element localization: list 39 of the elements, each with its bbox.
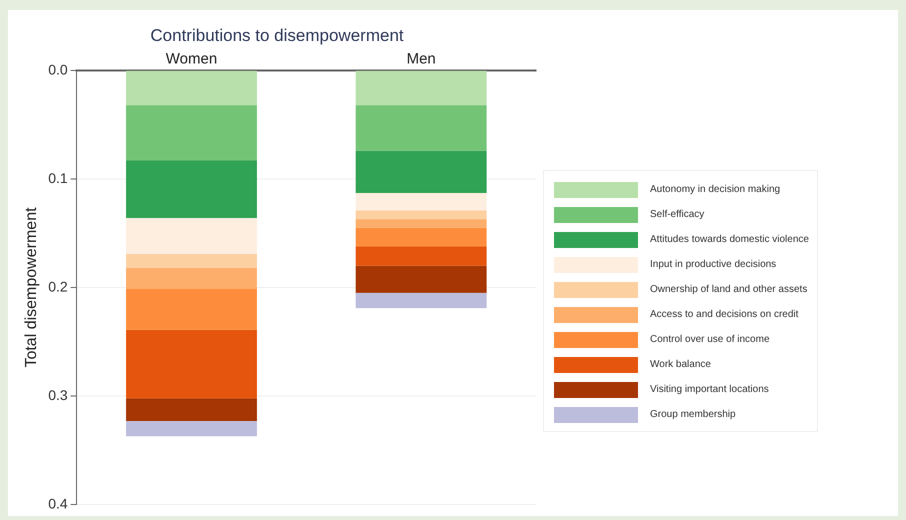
bar [126, 330, 257, 398]
y-tick-label: 0.0 [48, 61, 68, 78]
bar [356, 70, 487, 106]
x-tick-label: Women [166, 50, 218, 68]
text: Ownership of land and other assets [650, 284, 808, 295]
bar [126, 268, 257, 289]
text: Attitudes towards domestic violence [650, 234, 809, 245]
text: Autonomy in decision making [650, 184, 780, 195]
text: Visiting important locations [650, 384, 769, 395]
y-axis-title: Total disempowerment [23, 206, 40, 368]
bar [126, 105, 257, 160]
bar [126, 160, 257, 218]
text: Control over use of income [650, 334, 770, 345]
y-tick-label: 0.1 [48, 170, 68, 186]
bar [356, 150, 487, 194]
bar [126, 398, 257, 422]
bar [126, 288, 257, 330]
bar [356, 210, 487, 220]
bar [356, 105, 487, 151]
bar [126, 70, 257, 106]
text: Access to and decisions on credit [650, 309, 798, 320]
bar [356, 219, 487, 228]
bar [356, 292, 487, 308]
bar [126, 254, 257, 268]
bar [126, 218, 257, 254]
y-tick-label: 0.3 [48, 386, 68, 403]
chart-title: Contributions to disempowerment [150, 26, 404, 45]
bar [356, 193, 487, 210]
text: Self-efficacy [650, 209, 704, 220]
x-tick-label: Men [406, 50, 436, 68]
bar [356, 266, 487, 293]
text: Input in productive decisions [650, 259, 776, 270]
text: Group membership [650, 409, 736, 420]
bar [356, 246, 487, 266]
bar [356, 228, 487, 246]
bar [126, 421, 257, 436]
y-tick-label: 0.4 [48, 495, 68, 512]
y-tick-label: 0.2 [48, 278, 68, 294]
text: Work balance [650, 359, 711, 370]
